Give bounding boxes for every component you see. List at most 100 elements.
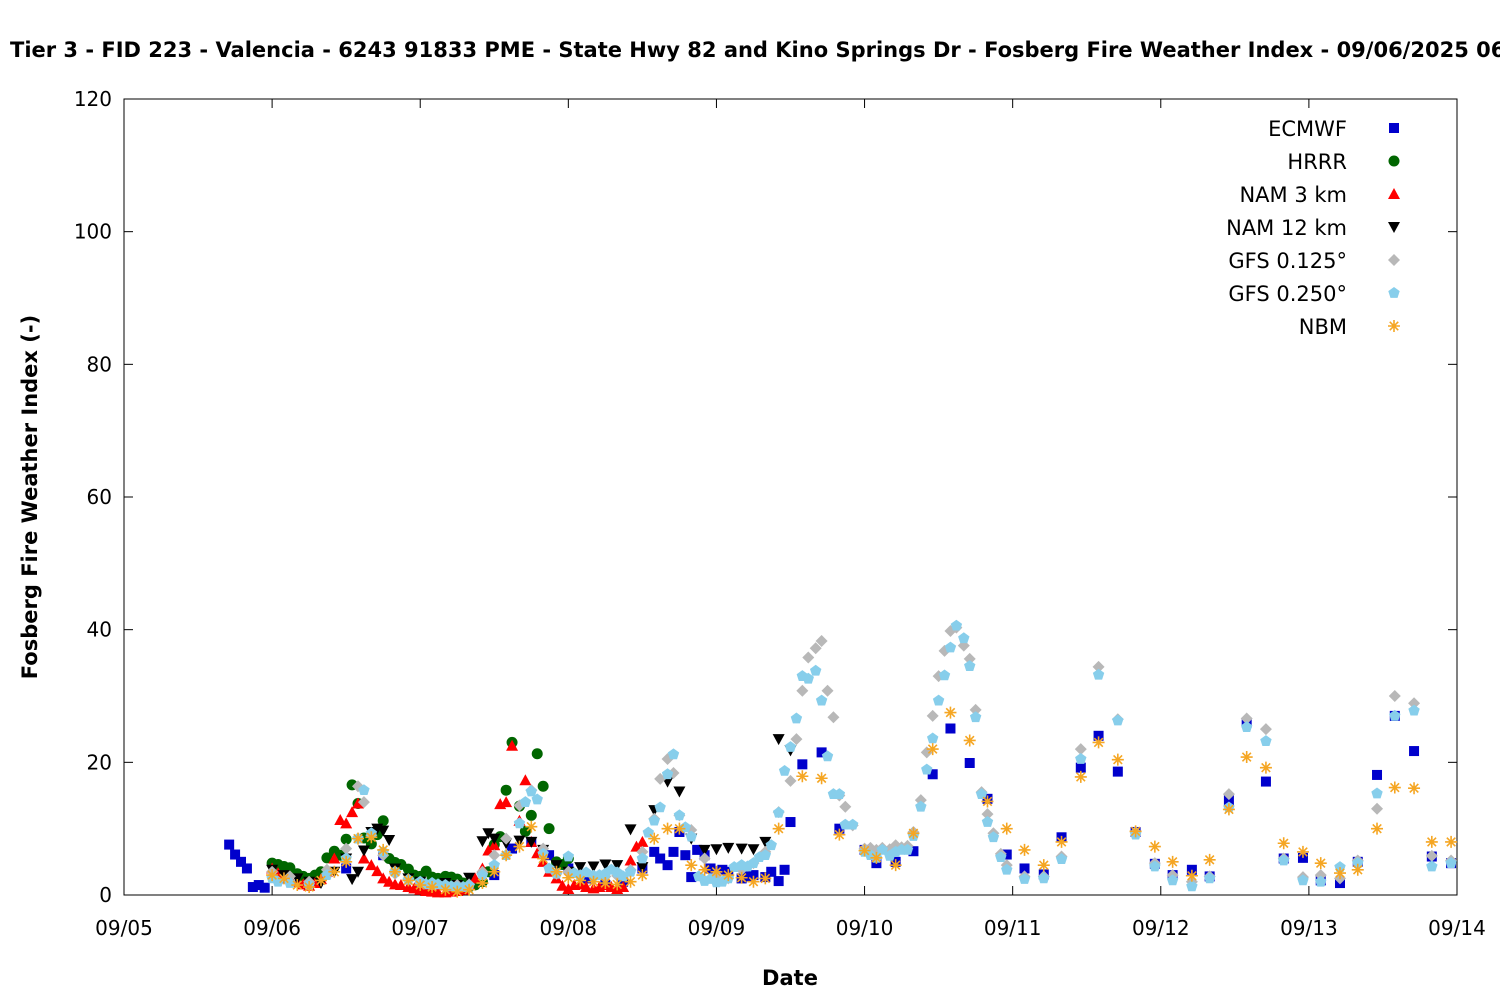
- data-point-nbm: [1000, 822, 1013, 835]
- data-point-gfs-0-250: [1186, 880, 1198, 892]
- data-point-ecmwf: [341, 863, 352, 874]
- data-point-nbm: [907, 827, 920, 840]
- data-point-nam-12-km: [488, 833, 501, 845]
- data-point-ecmwf: [1409, 746, 1420, 757]
- data-point-gfs-0-250: [654, 801, 666, 813]
- data-point-nbm: [488, 865, 501, 878]
- data-point-nam-3-km: [488, 839, 501, 851]
- data-point-nbm: [1333, 867, 1346, 880]
- data-point-ecmwf: [908, 846, 919, 857]
- data-point-gfs-0-250: [1240, 721, 1253, 733]
- data-point-nbm: [266, 869, 279, 882]
- data-point-gfs-0-125: [340, 842, 353, 855]
- data-point-gfs-0-250: [944, 641, 957, 653]
- data-point-nam-12-km: [383, 834, 396, 846]
- data-point-hrrr: [321, 852, 333, 864]
- data-point-gfs-0-250: [358, 784, 370, 796]
- data-point-ecmwf: [655, 853, 666, 864]
- data-point-gfs-0-125: [1092, 660, 1105, 673]
- data-point-gfs-0-250: [1278, 854, 1290, 866]
- data-point-gfs-0-250: [1260, 735, 1272, 746]
- data-point-nbm: [414, 879, 427, 892]
- data-point-nbm: [1092, 736, 1105, 749]
- data-point-gfs-0-250: [778, 764, 791, 776]
- data-point-ecmwf: [1075, 762, 1086, 773]
- data-point-gfs-0-125: [926, 709, 939, 722]
- data-point-ecmwf: [717, 864, 728, 875]
- data-point-nam-12-km: [636, 862, 649, 874]
- data-point-gfs-0-125: [815, 634, 828, 647]
- data-point-nam-12-km: [698, 844, 711, 856]
- data-point-gfs-0-250: [1389, 709, 1401, 721]
- data-point-gfs-0-250: [1445, 857, 1457, 869]
- data-point-gfs-0-250: [759, 849, 772, 861]
- data-point-nam-3-km: [624, 854, 637, 866]
- data-point-nbm: [1371, 822, 1384, 835]
- y-tick-label: 120: [74, 87, 112, 111]
- data-point-ecmwf: [507, 843, 518, 854]
- data-point-gfs-0-250: [915, 800, 927, 812]
- data-point-ecmwf: [945, 723, 956, 734]
- legend-label-nbm: NBM: [1299, 315, 1347, 339]
- data-point-nbm: [513, 840, 526, 853]
- x-tick-label: 09/10: [836, 916, 894, 940]
- data-point-gfs-0-125: [1222, 788, 1235, 801]
- data-point-gfs-0-250: [821, 750, 834, 762]
- data-point-ecmwf: [581, 873, 592, 884]
- data-point-gfs-0-250: [1408, 704, 1420, 716]
- data-point-gfs-0-250: [1149, 860, 1161, 872]
- data-point-gfs-0-125: [969, 703, 982, 716]
- data-point-nbm: [377, 843, 390, 856]
- data-point-nbm: [673, 822, 686, 835]
- data-point-hrrr: [519, 825, 531, 837]
- data-point-ecmwf: [686, 872, 697, 883]
- data-point-gfs-0-125: [1408, 697, 1421, 710]
- x-tick-label: 09/06: [243, 916, 301, 940]
- data-point-nam-12-km: [710, 844, 723, 856]
- x-tick-label: 09/05: [95, 916, 153, 940]
- y-axis-label: Fosberg Fire Weather Index (-): [18, 315, 42, 679]
- data-point-nbm: [291, 879, 304, 892]
- data-point-nbm: [439, 883, 452, 896]
- data-point-gfs-0-250: [1297, 874, 1309, 886]
- data-point-gfs-0-125: [790, 733, 803, 746]
- legend-label-gfs-0-125: GFS 0.125°: [1228, 249, 1347, 273]
- data-point-gfs-0-250: [876, 843, 889, 855]
- data-point-nam-12-km: [357, 845, 370, 857]
- data-point-nbm: [772, 822, 785, 835]
- data-point-nbm: [858, 844, 871, 857]
- data-point-gfs-0-250: [673, 809, 686, 821]
- data-point-nam-12-km: [735, 843, 748, 855]
- data-point-nam-12-km: [352, 866, 365, 878]
- data-point-gfs-0-125: [827, 711, 840, 724]
- data-point-nbm: [599, 877, 612, 890]
- data-point-nam-3-km: [346, 806, 359, 818]
- x-tick-label: 09/14: [1428, 916, 1486, 940]
- data-point-ecmwf: [247, 882, 258, 893]
- data-point-ecmwf: [748, 870, 759, 881]
- data-point-nbm: [476, 877, 489, 890]
- data-point-gfs-0-125: [796, 684, 809, 697]
- data-point-nbm: [963, 734, 976, 747]
- data-point-gfs-0-250: [987, 831, 1000, 843]
- data-point-gfs-0-250: [921, 763, 933, 775]
- y-tick-label: 0: [99, 883, 112, 907]
- data-point-ecmwf: [797, 759, 808, 770]
- data-point-gfs-0-125: [1425, 849, 1438, 862]
- data-point-nbm: [537, 852, 550, 865]
- data-point-nam-12-km: [673, 786, 686, 798]
- data-point-nam-12-km: [759, 836, 772, 848]
- x-axis: 09/05 09/06 09/07 09/08 09/09 09/10 09/11 09/12…: [95, 99, 1486, 940]
- data-point-nbm: [1388, 781, 1401, 794]
- data-point-ecmwf: [1372, 769, 1383, 780]
- data-point-nbm: [815, 772, 828, 785]
- data-point-gfs-0-250: [1038, 872, 1050, 884]
- data-point-nbm: [759, 872, 772, 885]
- data-point-gfs-0-250: [1371, 787, 1383, 799]
- y-tick-label: 80: [87, 352, 112, 376]
- data-point-nam-3-km: [352, 797, 365, 809]
- data-point-gfs-0-250: [975, 788, 988, 800]
- data-point-nam-12-km: [611, 860, 624, 872]
- data-point-gfs-0-125: [1240, 712, 1253, 725]
- data-point-nam-12-km: [550, 860, 563, 872]
